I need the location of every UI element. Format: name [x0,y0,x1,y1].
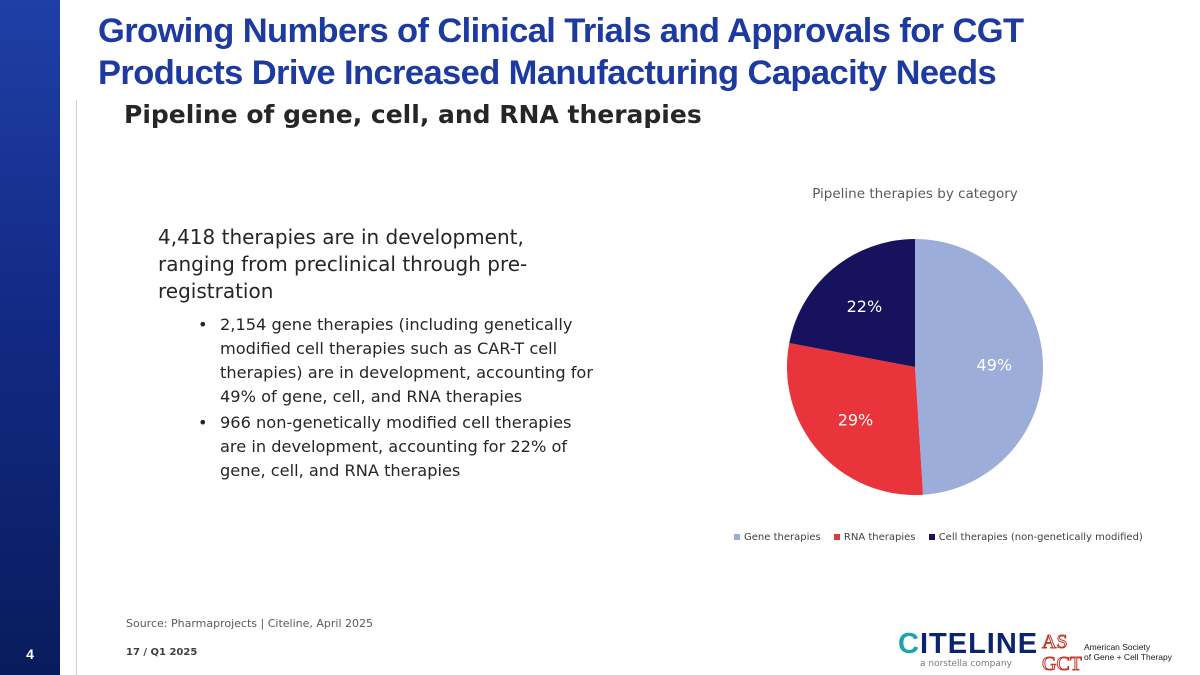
citeline-rest: ITELINE [919,628,1039,660]
bullet-text: 966 non-genetically modified cell therap… [220,413,572,480]
citeline-tagline: a norstella company [920,659,1012,669]
citeline-c-mark: C [898,628,920,660]
chart-legend: Gene therapies RNA therapies Cell therap… [734,532,1143,543]
pie-chart: 49% 29% 22% [787,239,1044,496]
page-code: 17 / Q1 2025 [126,647,198,658]
page-title: Growing Numbers of Clinical Trials and A… [98,10,1188,94]
legend-swatch [928,534,935,540]
legend-swatch [734,534,740,540]
legend-label: RNA therapies [843,532,916,543]
divider-line [76,100,77,675]
intro-text: 4,418 therapies are in development, rang… [158,225,528,303]
bullet-list: • 2,154 gene therapies (including geneti… [198,313,598,485]
asgct-line-1: American Society [1084,642,1151,652]
page-title-line-1: Growing Numbers of Clinical Trials and A… [98,12,1024,50]
pie-data-label: 29% [838,410,874,429]
page-title-line-2: Products Drive Increased Manufacturing C… [98,54,997,92]
asgct-name: American Society of Gene + Cell Therapy [1084,642,1172,662]
legend-label: Cell therapies (non-genetically modified… [938,532,1143,543]
asgct-line-2: of Gene + Cell Therapy [1084,652,1172,662]
chart-title: Pipeline therapies by category [812,186,1018,202]
bullet-symbol: • [198,315,208,334]
legend-item-cell: Cell therapies (non-genetically modified… [928,532,1143,543]
bullet-item: • 2,154 gene therapies (including geneti… [198,313,598,409]
section-subtitle: Pipeline of gene, cell, and RNA therapie… [124,100,702,129]
slide-number: 4 [26,646,34,662]
legend-label: Gene therapies [744,532,821,543]
pie-slice-rna [787,343,924,496]
pie-data-label: 49% [977,356,1013,375]
source-note: Source: Pharmaprojects | Citeline, April… [126,617,374,630]
citeline-logo: CITELINE a norstella company [898,628,1037,672]
legend-swatch [833,534,840,540]
svg-text:AS: AS [1042,631,1068,653]
legend-item-gene: Gene therapies [734,532,821,543]
citeline-wordmark: CITELINE [898,628,1038,660]
pie-slice-gene [915,239,1044,495]
svg-text:GCT: GCT [1042,653,1082,674]
asgct-mark-icon: AS GCT [1042,631,1083,675]
asgct-logo: AS GCT American Society of Gene + Cell T… [1040,628,1200,675]
pie-slice-cell [789,239,915,367]
bullet-symbol: • [198,413,208,432]
pie-data-label: 22% [847,297,883,316]
bullet-text: 2,154 gene therapies (including genetica… [220,315,593,406]
legend-item-rna: RNA therapies [833,532,916,543]
sidebar-band [0,0,60,675]
bullet-item: • 966 non-genetically modified cell ther… [198,411,598,483]
